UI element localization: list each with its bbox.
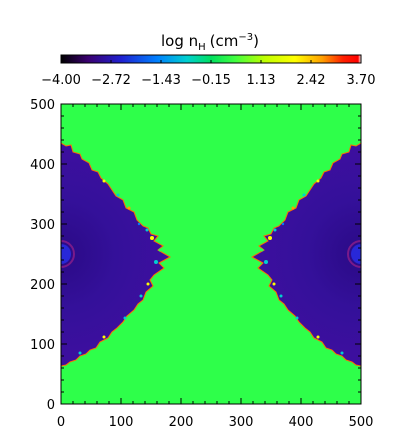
x-tick-label: 300 [229, 415, 254, 430]
right-front-speckles [260, 179, 344, 355]
right-core [351, 244, 361, 264]
left-core-ring [61, 240, 75, 268]
colorbar-tick-label: −1.43 [141, 73, 181, 88]
x-tick-label: 200 [169, 415, 194, 430]
colorbar-tick-label: 3.70 [347, 73, 376, 88]
y-tick-label: 200 [30, 278, 55, 293]
y-tick-label: 400 [30, 158, 55, 173]
left-front-speckles [78, 179, 162, 355]
colorbar-ticks: −4.00 −2.72 −1.43 −0.15 1.13 2.42 3.70 [41, 60, 375, 88]
y-tick-label: 0 [47, 398, 55, 413]
colorbar-title: log nH (cm−3) [161, 32, 259, 53]
x-tick-label: 0 [57, 415, 65, 430]
y-tick-label: 100 [30, 338, 55, 353]
colorbar-title-units: (cm [210, 32, 239, 50]
y-tick-label: 500 [30, 98, 55, 113]
y-axis: 0 100 200 300 400 500 [30, 98, 361, 413]
plot-frame [60, 103, 362, 405]
colorbar-title-sub: H [198, 42, 206, 53]
heatmap [60, 103, 362, 405]
colorbar-title-exp: −3 [238, 32, 253, 43]
colorbar-tick-label: 2.42 [297, 73, 326, 88]
x-tick-label: 100 [109, 415, 134, 430]
colorbar: log nH (cm−3) −4.00 −2.72 −1.43 −0.15 1.13 2.4… [41, 32, 375, 88]
x-tick-label: 500 [349, 415, 374, 430]
y-tick-label: 300 [30, 218, 55, 233]
colorbar-title-close: ) [253, 32, 259, 50]
right-core-ring [347, 240, 361, 268]
right-blob [250, 142, 361, 367]
colorbar-tick-label: −4.00 [41, 73, 81, 88]
x-axis: 0 100 200 300 400 500 [57, 104, 374, 430]
left-core [61, 244, 71, 264]
colorbar-tick-label: −0.15 [191, 73, 231, 88]
colorbar-tick-label: −2.72 [91, 73, 131, 88]
colorbar-title-main: log n [161, 32, 198, 50]
left-blob [61, 142, 172, 367]
x-tick-label: 400 [289, 415, 314, 430]
colorbar-tick-label: 1.13 [247, 73, 276, 88]
